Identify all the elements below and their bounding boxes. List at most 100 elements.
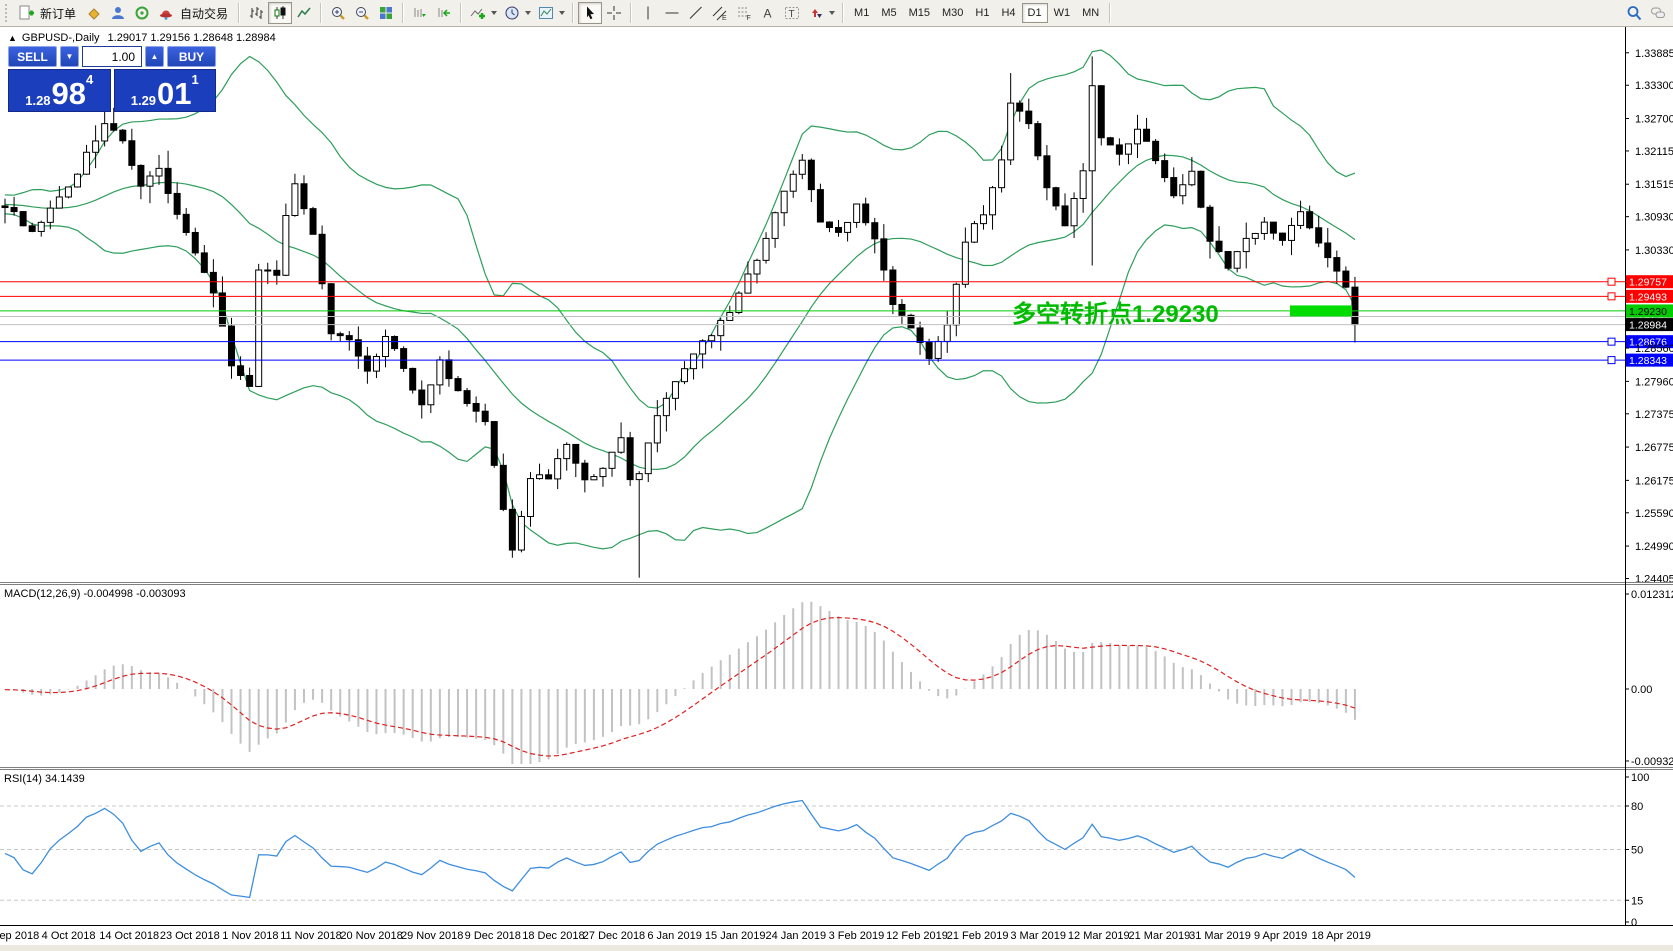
timeframe-button-m1[interactable]: M1	[848, 3, 875, 23]
line-chart-button[interactable]	[292, 2, 316, 24]
new-order-button[interactable]	[14, 2, 38, 24]
hline-handle[interactable]	[1607, 356, 1616, 365]
periods-button[interactable]	[500, 2, 524, 24]
hline-handle[interactable]	[1607, 292, 1616, 301]
timeframe-button-m30[interactable]: M30	[936, 3, 969, 23]
rsi-axis-label: 0	[1631, 917, 1637, 929]
timeframe-button-m15[interactable]: M15	[903, 3, 936, 23]
timeframe-button-m5[interactable]: M5	[875, 3, 902, 23]
candle-body	[1097, 85, 1105, 139]
candle-body	[952, 283, 960, 326]
candle-body	[862, 203, 870, 224]
candle-body	[137, 164, 145, 187]
indicators-button[interactable]	[466, 2, 490, 24]
text-button[interactable]: A	[756, 2, 780, 24]
autotrading-button[interactable]	[154, 2, 178, 24]
price-axis-label: 1.30330	[1635, 245, 1673, 257]
tile-windows-button[interactable]	[374, 2, 398, 24]
search-button[interactable]	[1622, 2, 1646, 24]
market-button[interactable]	[82, 2, 106, 24]
text-label-icon: T	[785, 7, 800, 20]
hline-handle[interactable]	[1607, 277, 1616, 286]
timeframe-button-h4[interactable]: H4	[995, 3, 1021, 23]
bar-chart-button[interactable]	[244, 2, 268, 24]
candle-body	[1179, 184, 1187, 197]
volume-increase-button[interactable]: ▲	[145, 46, 164, 67]
text-label-button[interactable]: T	[780, 2, 804, 24]
candle-body	[28, 225, 36, 232]
equidistant-channel-button[interactable]: E	[708, 2, 732, 24]
new-order-label[interactable]: 新订单	[40, 6, 77, 21]
candlestick-chart-button[interactable]	[268, 2, 293, 24]
buy-price-display[interactable]: 1.29 01 1	[113, 69, 216, 112]
chart-canvas[interactable]: 1.297571.294931.291301.292301.289841.286…	[0, 27, 1673, 951]
indicators-dropdown-arrow[interactable]	[491, 11, 498, 15]
crosshair-button[interactable]	[602, 2, 626, 24]
candle-body	[572, 443, 580, 464]
candle-body	[1333, 257, 1341, 272]
timeframe-button-w1[interactable]: W1	[1048, 3, 1077, 23]
horizontal-line-icon	[665, 12, 679, 14]
candle-body	[934, 340, 942, 359]
candle-body	[644, 442, 652, 475]
sell-button[interactable]: SELL	[8, 46, 57, 67]
templates-dropdown-arrow[interactable]	[559, 11, 566, 15]
price-badge-label: 1.28676	[1629, 337, 1667, 349]
trendline-button[interactable]	[684, 2, 708, 24]
candle-body	[998, 159, 1006, 189]
cursor-button[interactable]	[578, 2, 603, 24]
candle-body	[626, 437, 634, 481]
zoom-in-button[interactable]	[326, 2, 350, 24]
periods-clock-icon	[505, 6, 519, 20]
candle-body	[128, 140, 136, 166]
volume-input[interactable]: 1.00	[82, 46, 142, 67]
candle-body	[662, 397, 670, 417]
candle-body	[55, 196, 63, 209]
candle-body	[1206, 206, 1214, 242]
toolbar-separator	[1109, 3, 1112, 23]
new-order-icon	[19, 5, 34, 20]
candle-body	[653, 415, 661, 444]
candle-body	[228, 325, 235, 367]
fibonacci-button[interactable]: F	[732, 2, 756, 24]
timeframe-button-d1[interactable]: D1	[1021, 3, 1048, 23]
rsi-label: RSI(14) 34.1439	[4, 773, 85, 785]
collapse-icon[interactable]: ▲	[8, 33, 17, 43]
candle-body	[825, 221, 833, 228]
buy-button[interactable]: BUY	[167, 46, 216, 67]
bar-chart-icon	[250, 7, 264, 19]
vertical-line-button[interactable]	[636, 2, 660, 24]
autotrading-label[interactable]: 自动交易	[180, 6, 229, 21]
date-axis-label: 1 Nov 2018	[222, 930, 278, 942]
chart-shift-button[interactable]	[432, 2, 456, 24]
price-axis-label: 1.27375	[1635, 409, 1673, 421]
horizontal-line-button[interactable]	[660, 2, 684, 24]
arrows-button[interactable]	[804, 2, 828, 24]
zoom-out-button[interactable]	[350, 2, 374, 24]
price-badge-label: 1.29757	[1629, 277, 1667, 289]
highlight-bar[interactable]	[1290, 305, 1352, 317]
svg-text:E: E	[722, 15, 727, 21]
chat-icon	[1651, 7, 1665, 18]
annotation-text[interactable]: 多空转折点1.29230	[1012, 300, 1219, 328]
price-axis-label: 1.30930	[1635, 212, 1673, 224]
volume-decrease-button[interactable]: ▼	[60, 46, 79, 67]
signals-button[interactable]	[130, 2, 154, 24]
chat-button[interactable]	[1646, 2, 1670, 24]
sell-price-display[interactable]: 1.28 98 4	[8, 69, 111, 112]
timeframe-button-h1[interactable]: H1	[969, 3, 995, 23]
periods-dropdown-arrow[interactable]	[525, 11, 532, 15]
templates-button[interactable]	[534, 2, 558, 24]
toolbar-drag-handle[interactable]	[5, 4, 10, 22]
arrows-dropdown-arrow[interactable]	[829, 11, 836, 15]
timeframe-button-mn[interactable]: MN	[1076, 3, 1105, 23]
auto-scroll-button[interactable]	[408, 2, 432, 24]
candle-body	[1342, 270, 1350, 288]
candle-body	[635, 473, 643, 481]
candle-body	[1197, 170, 1205, 208]
candle-body	[336, 333, 344, 337]
candle-body	[463, 390, 471, 404]
profile-button[interactable]	[106, 2, 130, 24]
hline-handle[interactable]	[1607, 337, 1616, 346]
bollinger-upper	[4, 49, 1356, 409]
